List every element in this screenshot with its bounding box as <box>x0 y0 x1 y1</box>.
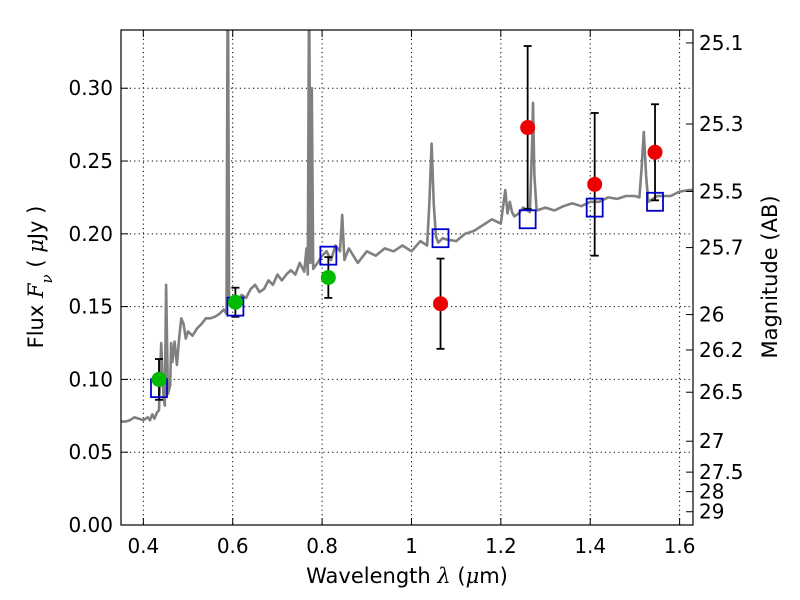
observed-point <box>320 270 336 285</box>
y-tick-label: 0.30 <box>68 76 113 100</box>
model-photometry-square <box>431 228 450 249</box>
x-tick-label: 1 <box>405 534 418 558</box>
y-tick-label: 0.20 <box>68 222 113 246</box>
y-tick-label: 0.05 <box>68 440 113 464</box>
model-spectrum-line <box>121 30 693 423</box>
observed-point <box>151 371 167 387</box>
model-spectrum <box>121 30 693 423</box>
observed-point <box>587 176 603 192</box>
right-tick-label: 26.2 <box>699 338 744 362</box>
x-tick-label: 1.6 <box>664 534 696 558</box>
right-tick-label: 25.5 <box>699 179 744 203</box>
right-tick-label: 28 <box>699 480 724 504</box>
x-tick-labels: 0.4 0.6 0.8 1 1.2 1.4 1.6 <box>127 534 695 558</box>
y-tick-label: 0.25 <box>68 149 113 173</box>
right-tick-label: 25.3 <box>699 112 744 136</box>
model-photometry-square <box>585 197 604 218</box>
model-photometry-square <box>518 209 537 230</box>
grid <box>121 30 693 526</box>
x-tick-label: 1.2 <box>485 534 517 558</box>
x-tick-label: 0.6 <box>217 534 249 558</box>
right-tick-label: 25.1 <box>699 31 744 55</box>
x-tick-label: 0.8 <box>306 534 338 558</box>
observed-photometry <box>151 120 663 387</box>
right-tick-label: 26.5 <box>699 380 744 404</box>
y-tick-labels: 0.00 0.05 0.10 0.15 0.20 0.25 0.30 <box>68 76 113 537</box>
observed-point <box>433 296 449 312</box>
right-axis-title: Magnitude (AB) <box>758 195 782 358</box>
right-tick-label: 25.7 <box>699 236 744 260</box>
y-axis-title: Flux Fν ( μJy ) <box>24 206 56 349</box>
error-bars <box>154 45 660 401</box>
right-tick-label: 27.5 <box>699 460 744 484</box>
y-tick-label: 0.15 <box>68 295 113 319</box>
plot-frame <box>120 29 694 526</box>
right-tick-label: 29 <box>699 500 724 524</box>
axis-ticks <box>121 30 693 526</box>
y-tick-label: 0.10 <box>68 367 113 391</box>
right-tick-label: 26 <box>699 303 724 327</box>
x-tick-label: 1.4 <box>574 534 606 558</box>
observed-point <box>520 120 536 136</box>
x-tick-label: 0.4 <box>127 534 159 558</box>
x-axis-title: Wavelength λ (μm) <box>306 564 508 588</box>
observed-point <box>647 144 663 160</box>
model-photometry-square <box>319 245 338 266</box>
right-tick-label: 27 <box>699 429 724 453</box>
model-photometry-square <box>646 191 664 212</box>
y-tick-label: 0.00 <box>68 513 113 537</box>
observed-point <box>227 294 243 310</box>
